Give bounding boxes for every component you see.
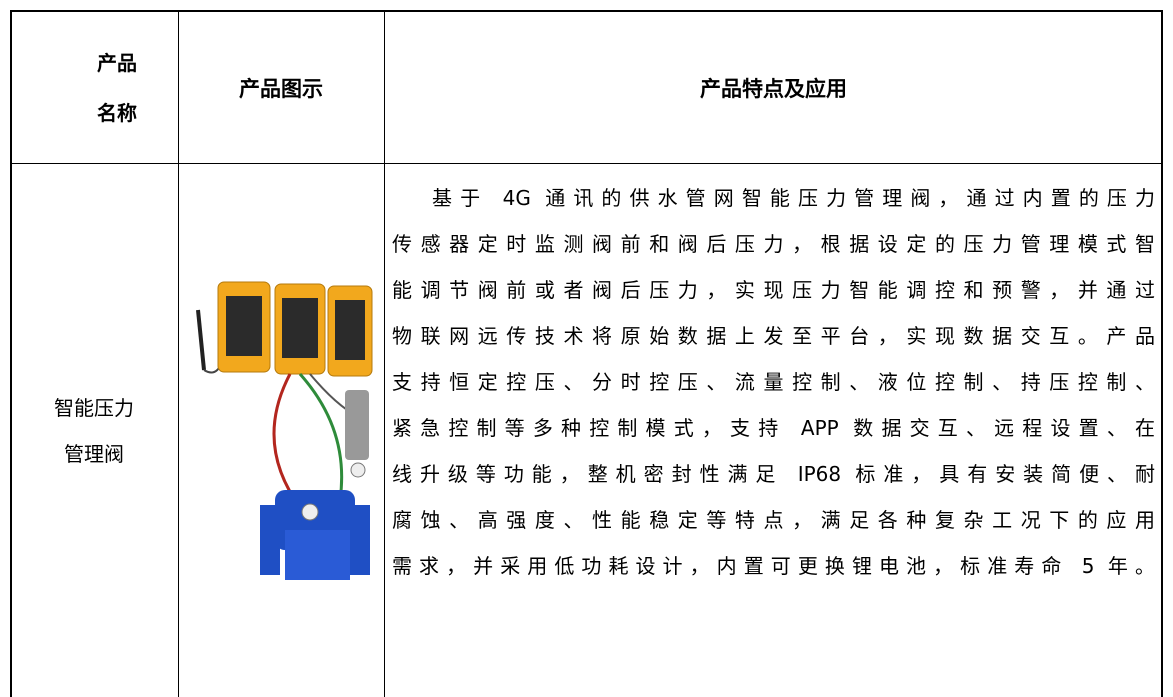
column-divider <box>178 10 179 697</box>
header-text: 名称 <box>97 100 137 125</box>
description-line: 线升级等功能，整机密封性满足 IP68 标准，具有安装简便、耐 <box>392 462 1155 486</box>
row-divider <box>10 163 1163 164</box>
product-image <box>196 281 373 580</box>
description-line: 腐蚀、高强度、性能稳定等特点，满足各种复杂工况下的应用 <box>392 508 1155 532</box>
column-divider <box>384 10 385 697</box>
product-name: 智能压力 <box>54 395 134 420</box>
description-line: 基于 4G 通讯的供水管网智能压力管理阀，通过内置的压力 <box>432 186 1155 210</box>
description-line: 支持恒定控压、分时控压、流量控制、液位控制、持压控制、 <box>392 370 1155 394</box>
description-line: 能调节阀前或者阀后压力，实现压力智能调控和预警，并通过 <box>392 278 1155 302</box>
header-text: 产品图示 <box>239 76 323 101</box>
table-border <box>10 10 1163 697</box>
header-cell: 产品特点及应用 <box>384 12 1163 163</box>
header-text: 产品 <box>97 50 137 75</box>
header-cell: 产品图示 <box>178 12 384 163</box>
description-line: 传感器定时监测阀前和阀后压力，根据设定的压力管理模式智 <box>392 232 1155 256</box>
header-text: 产品特点及应用 <box>700 76 847 101</box>
name-cell: 智能压力 管理阀 <box>10 164 178 697</box>
description-cell: 基于 4G 通讯的供水管网智能压力管理阀，通过内置的压力传感器定时监测阀前和阀后… <box>392 175 1155 589</box>
product-name: 管理阀 <box>64 441 124 466</box>
header-cell: 产品 名称 <box>10 12 178 163</box>
description-line: 需求，并采用低功耗设计，内置可更换锂电池，标准寿命 5 年。 <box>392 554 1155 578</box>
description-line: 物联网远传技术将原始数据上发至平台，实现数据交互。产品 <box>392 324 1155 348</box>
description-line: 紧急控制等多种控制模式，支持 APP 数据交互、远程设置、在 <box>392 416 1155 440</box>
